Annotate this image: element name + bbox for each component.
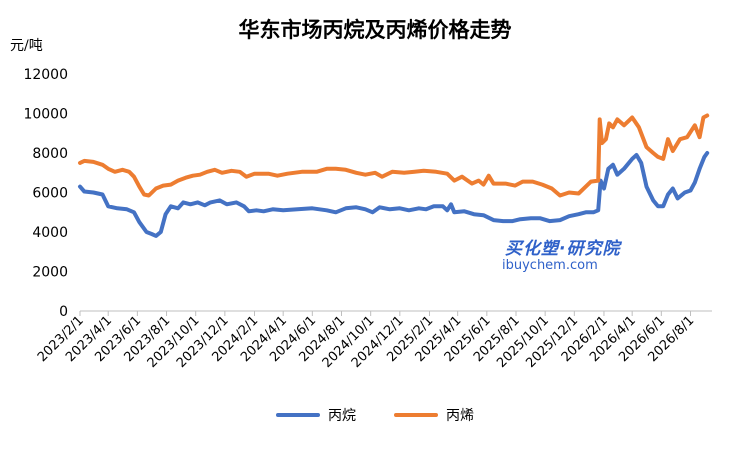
axes (79, 310, 712, 316)
series-lines (78, 113, 710, 238)
legend-label-propane: 丙烷 (328, 408, 356, 424)
y-tick-labels: 0 2000 4000 6000 8000 10000 12000 (23, 67, 68, 320)
legend-item-propylene[interactable]: 丙烯 (394, 405, 474, 425)
y-tick-label: 8000 (32, 146, 68, 162)
legend: 丙烷 丙烯 (0, 405, 750, 425)
legend-item-propane[interactable]: 丙烷 (276, 405, 356, 425)
x-tick-labels: 2023/2/12023/4/12023/6/12023/8/12023/10/… (35, 313, 697, 371)
y-tick-label: 10000 (23, 107, 68, 123)
series-line-propane (78, 151, 710, 238)
legend-swatch-propylene (394, 413, 438, 417)
y-tick-label: 4000 (32, 225, 68, 241)
y-tick-label: 2000 (32, 265, 68, 281)
series-line-propylene (78, 113, 710, 198)
y-tick-label: 12000 (23, 67, 68, 83)
chart-title: 华东市场丙烷及丙烯价格走势 (238, 17, 512, 42)
watermark-brand: 买化塑·研究院 (505, 239, 621, 259)
legend-swatch-propane (276, 413, 320, 417)
watermark-site: ibuychem.com (502, 258, 598, 273)
y-axis-unit-label: 元/吨 (10, 38, 43, 54)
y-tick-label: 0 (59, 304, 68, 320)
legend-label-propylene: 丙烯 (446, 408, 474, 424)
y-tick-label: 6000 (32, 186, 68, 202)
